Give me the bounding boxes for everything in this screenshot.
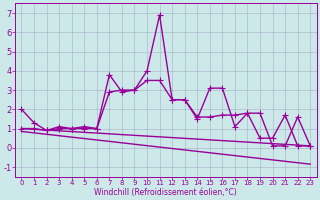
X-axis label: Windchill (Refroidissement éolien,°C): Windchill (Refroidissement éolien,°C) [94,188,237,197]
